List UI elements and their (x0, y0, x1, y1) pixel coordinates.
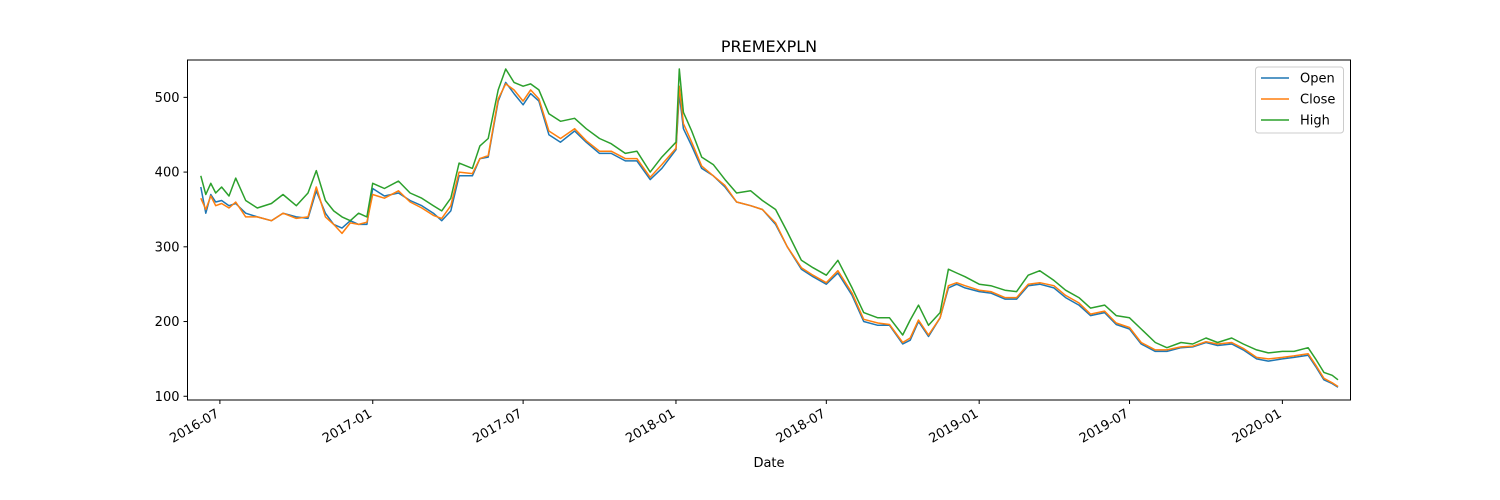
x-tick-label: 2016-07 (167, 406, 222, 446)
y-tick-label: 500 (155, 91, 180, 106)
x-tick-label: 2018-01 (623, 406, 678, 446)
x-tick-label: 2017-01 (320, 406, 375, 446)
y-tick-label: 400 (155, 166, 180, 181)
x-tick-label: 2019-07 (1077, 406, 1132, 446)
series-line-high (200, 68, 1339, 381)
legend-label-open: Open (1300, 72, 1335, 87)
y-axis: 100 200 300 400 500 (155, 91, 188, 405)
legend: Open Close High (1255, 66, 1344, 134)
x-tick-label: 2020-01 (1230, 406, 1285, 446)
series-lines (200, 68, 1339, 388)
y-tick-label: 100 (155, 390, 180, 405)
x-tick-label: 2017-07 (471, 406, 526, 446)
chart-title: PREMEXPLN (721, 37, 817, 56)
y-tick-label: 300 (155, 240, 180, 255)
plot-frame (187, 59, 1351, 401)
x-tick-label: 2018-07 (774, 406, 829, 446)
y-tick-label: 200 (155, 315, 180, 330)
legend-label-close: Close (1300, 93, 1335, 108)
x-axis-label: Date (753, 456, 784, 471)
x-tick-label: 2019-01 (927, 406, 982, 446)
series-line-close (200, 83, 1339, 388)
legend-box (1255, 66, 1344, 134)
x-axis: 2016-07 2017-01 2017-07 2018-01 2018-07 2019-… (167, 400, 1284, 447)
legend-label-high: High (1300, 114, 1330, 129)
